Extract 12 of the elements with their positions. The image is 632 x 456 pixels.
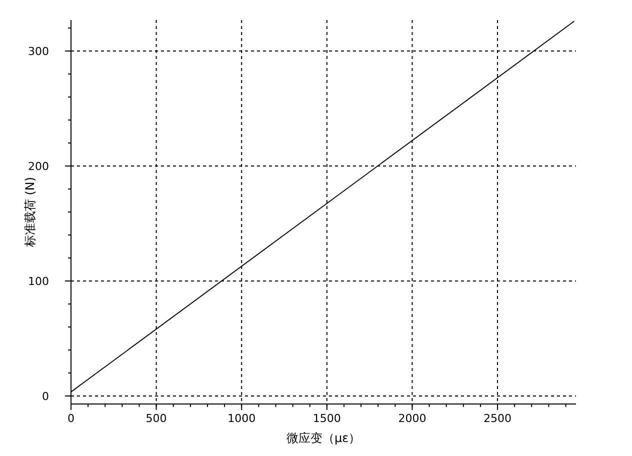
- y-axis-title: 标准载荷 (N): [23, 176, 37, 248]
- x-tick-label: 0: [68, 412, 74, 425]
- x-tick-label: 1000: [228, 412, 256, 425]
- x-tick-label: 2500: [484, 412, 512, 425]
- y-tick-label: 300: [28, 45, 49, 58]
- x-axis-title: 微应变（με）: [286, 431, 361, 445]
- y-tick-label: 100: [28, 274, 49, 288]
- x-tick-label: 1500: [312, 412, 341, 425]
- y-tick-label: 0: [42, 390, 49, 403]
- x-tick-label: 2000: [398, 412, 426, 425]
- y-tick-label: 200: [28, 160, 49, 174]
- x-tick-label: 500: [146, 412, 167, 425]
